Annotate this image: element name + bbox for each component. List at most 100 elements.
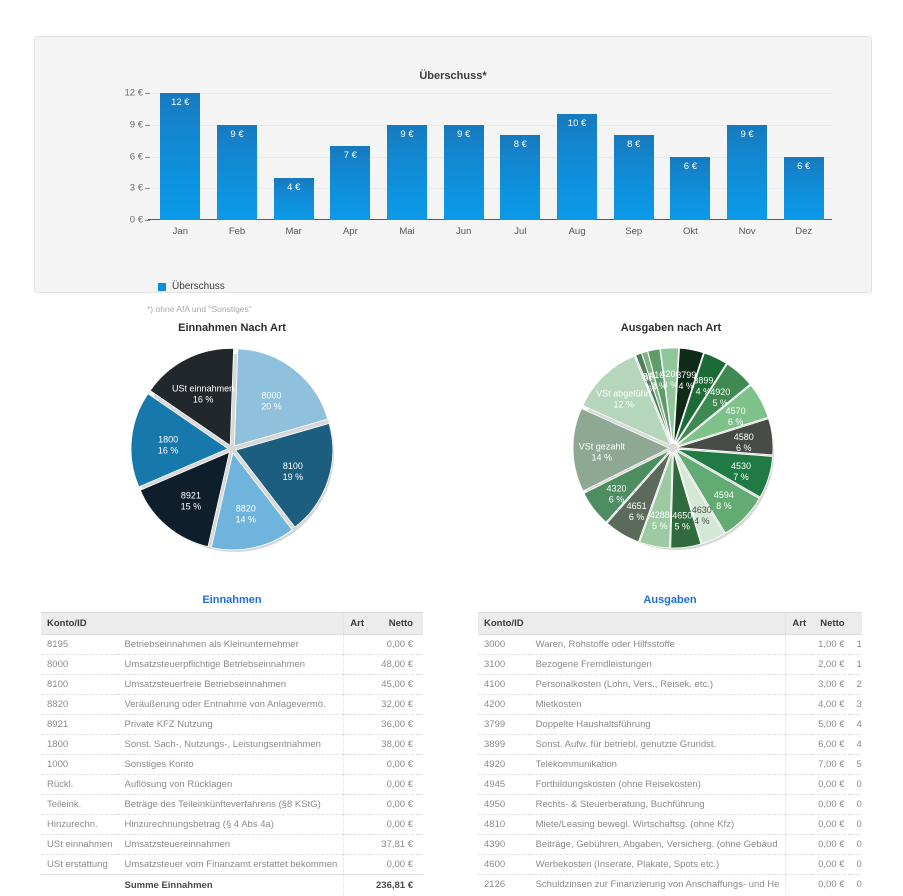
table-column-header[interactable]: Konto/ID: [41, 613, 118, 635]
table-cell: Beträge des Teileinkünfteverfahrens (§8 …: [118, 795, 343, 815]
bar-okt[interactable]: 6 €: [670, 157, 710, 221]
table-cell: [786, 715, 812, 735]
bar-sep[interactable]: 8 €: [614, 135, 654, 220]
pie-slice-pct-label: 20 %: [261, 401, 282, 411]
table-column-header[interactable]: Art: [786, 613, 812, 635]
table-column-header[interactable]: Netto: [370, 613, 419, 635]
bar-mar[interactable]: 4 €: [274, 178, 314, 220]
pie-slice-name-label: 4320: [606, 483, 626, 493]
bar-chart-legend[interactable]: Überschuss: [158, 281, 225, 292]
table-column-header[interactable]: [530, 613, 786, 635]
pie-slice-name-label: VSt abgeführt: [596, 389, 652, 399]
table-cell: 4,00 €: [812, 695, 850, 715]
bar-jul[interactable]: 8 €: [500, 135, 540, 220]
table-row[interactable]: Hinzurechn.Hinzurechnungsbetrag (§ 4 Abs…: [41, 815, 423, 835]
bar-dez[interactable]: 6 €: [784, 157, 824, 221]
table-summary-cell: 100 %: [419, 875, 423, 896]
table-cell: 16 %: [419, 735, 423, 755]
bar-value-label: 6 €: [784, 161, 824, 172]
table-column-header[interactable]: Art: [344, 613, 370, 635]
table-column-header[interactable]: [118, 613, 343, 635]
bar-value-label: 9 €: [387, 129, 427, 140]
bar-group: 7 €Apr: [322, 93, 379, 220]
table-summary-cell: 236,81 €: [370, 875, 419, 896]
bar-group: 10 €Aug: [549, 93, 606, 220]
y-axis-tick-label: 6 €: [130, 151, 143, 162]
pie-slice-pct-label: 6 %: [629, 512, 645, 522]
table-column-header[interactable]: Netto: [812, 613, 850, 635]
y-axis-tick-label: 9 €: [130, 119, 143, 130]
bar-aug[interactable]: 10 €: [557, 114, 597, 220]
pie-slice-name-label: 8000: [261, 390, 281, 400]
pie-slice-name-label: 1800: [158, 435, 178, 445]
bar-jun[interactable]: 9 €: [444, 125, 484, 220]
table-cell: 2,00 €: [812, 655, 850, 675]
table-cell: 4920: [478, 755, 530, 775]
table-column-header[interactable]: Konto/ID: [478, 613, 530, 635]
table-cell: [344, 735, 370, 755]
pie-slice-name-label: 8820: [236, 504, 256, 514]
table-cell: [344, 775, 370, 795]
bar-group: 6 €Okt: [662, 93, 719, 220]
pie-slice-name-label: 4580: [734, 432, 754, 442]
table-cell: Fortbildungskosten (ohne Reisekosten): [530, 775, 786, 795]
bar-jan[interactable]: 12 €: [160, 93, 200, 220]
pie-slice-name-label: 4630: [692, 505, 712, 515]
table-cell: 0 %: [851, 835, 862, 855]
pie-slice-pct-label: 4 %: [678, 381, 694, 391]
table-column-header[interactable]: [419, 613, 423, 635]
table-cell: 38,00 €: [370, 735, 419, 755]
pie-slice-name-label: 4650: [672, 511, 692, 521]
table-cell: 4 %: [851, 735, 862, 755]
bar-group: 9 €Nov: [719, 93, 776, 220]
bar-nov[interactable]: 9 €: [727, 125, 767, 220]
table-cell: 4200: [478, 695, 530, 715]
table-cell: 48,00 €: [370, 655, 419, 675]
table-cell: 0 %: [851, 795, 862, 815]
bar-apr[interactable]: 7 €: [330, 146, 370, 220]
table-cell: USt einnahmen: [41, 835, 118, 855]
table-cell: 5 %: [851, 755, 862, 775]
table-cell: Sonst. Aufw. für betriebl. genutzte Grun…: [530, 735, 786, 755]
table-cell: 0 %: [419, 635, 423, 655]
einnahmen-table-title: Einnahmen: [41, 594, 423, 606]
table-cell: Auflösung von Rücklagen: [118, 775, 343, 795]
bar-mai[interactable]: 9 €: [387, 125, 427, 220]
table-row[interactable]: Teileink.Beträge des Teileinkünfteverfah…: [41, 795, 423, 815]
bar-feb[interactable]: 9 €: [217, 125, 257, 220]
bar-group: 4 €Mar: [265, 93, 322, 220]
x-axis-tick-label: Nov: [719, 226, 776, 237]
table-column-header[interactable]: [851, 613, 862, 635]
table-cell: 4945: [478, 775, 530, 795]
